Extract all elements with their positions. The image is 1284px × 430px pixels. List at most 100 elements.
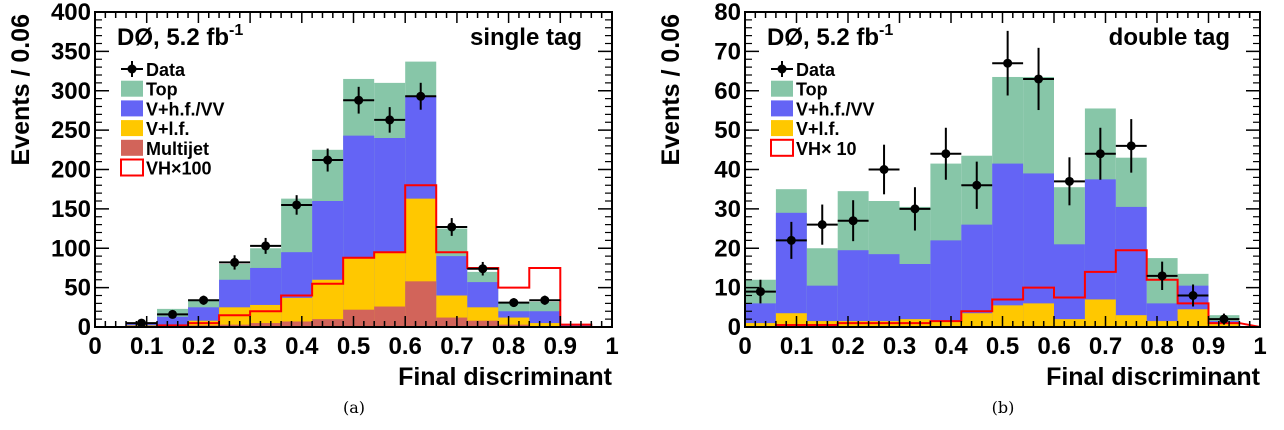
data-point-marker xyxy=(910,204,920,214)
stack-bar-v-h-f-vv-bin-2 xyxy=(806,285,838,327)
x-tick-label: 0.6 xyxy=(1037,333,1070,360)
data-point-12 xyxy=(498,298,530,308)
data-point-marker xyxy=(1034,74,1044,84)
y-tick-label: 350 xyxy=(51,38,91,65)
stack-bar-v-l-f--bin-14 xyxy=(1177,309,1209,327)
stack-bar-v-l-f--bin-14 xyxy=(529,323,561,327)
stack-bar-v-l-f--bin-10 xyxy=(1054,319,1085,327)
data-point-marker xyxy=(1188,291,1198,300)
stack-bar-v-l-f--bin-15 xyxy=(1208,323,1240,327)
stack-bar-v-l-f--bin-1 xyxy=(775,313,807,327)
data-point-2 xyxy=(188,295,220,305)
stack-bar-v-l-f--bin-7 xyxy=(961,313,993,327)
legend-label: Top xyxy=(796,80,828,100)
stack-bar-multijet-bin-13 xyxy=(498,324,530,327)
data-point-marker xyxy=(1095,149,1105,159)
panel-label: double tag xyxy=(1109,24,1230,51)
legend-entry-0: Data xyxy=(121,60,186,80)
y-tick-label: 0 xyxy=(78,314,91,341)
data-point-3 xyxy=(837,200,869,242)
legend-swatch xyxy=(771,120,793,137)
data-point-marker xyxy=(941,149,951,159)
stack-bar-v-h-f-vv-bin-0 xyxy=(745,303,776,327)
x-tick-label: 0.8 xyxy=(1140,333,1173,360)
data-point-marker xyxy=(848,216,858,226)
y-tick-label: 250 xyxy=(51,117,91,144)
y-tick-label: 20 xyxy=(714,235,741,262)
data-point-marker xyxy=(509,298,519,308)
x-tick-label: 0.7 xyxy=(440,333,473,360)
data-point-marker xyxy=(1219,314,1229,324)
x-tick-label: 0 xyxy=(88,333,101,360)
legend-line-swatch xyxy=(770,138,794,157)
stack-bar-v-h-f-vv-bin-10 xyxy=(1054,244,1085,327)
data-point-7 xyxy=(961,161,993,209)
data-point-10 xyxy=(1054,157,1085,206)
y-tick-label: 30 xyxy=(714,196,741,223)
y-tick-label: 60 xyxy=(714,78,741,105)
data-point-13 xyxy=(1146,261,1178,290)
legend-line-swatch xyxy=(120,158,144,177)
legend-swatch xyxy=(121,80,143,97)
data-point-marker xyxy=(447,222,457,232)
stack-bar-v-h-f-vv-bin-12 xyxy=(1115,206,1147,327)
y-axis-title: Events / 0.06 xyxy=(657,14,685,165)
data-point-8 xyxy=(992,30,1024,96)
x-tick-label: 0.2 xyxy=(831,333,864,360)
stack-bar-v-l-f--bin-9 xyxy=(1023,303,1054,327)
y-tick-label: 150 xyxy=(51,196,91,223)
legend-entry-1: Top xyxy=(121,80,178,100)
sub-caption: (a) xyxy=(343,398,365,417)
legend-label: V+l.f. xyxy=(796,119,840,139)
stack-bar-v-l-f--bin-13 xyxy=(1146,321,1178,327)
data-point-marker xyxy=(817,220,827,230)
data-point-marker xyxy=(416,91,426,101)
stack-bar-multijet-bin-7 xyxy=(312,319,344,327)
y-tick-label: 0 xyxy=(728,314,741,341)
data-point-5 xyxy=(281,195,313,215)
chart-panel-1: 0 0.1 0.2 0.3 0.4 0.5 0.6 0.7 0.8 0.9 1 0 50 100 150 20… xyxy=(7,0,619,417)
data-point-6 xyxy=(312,148,344,172)
x-axis-title: Final discriminant xyxy=(398,363,613,391)
y-tick-label: 10 xyxy=(714,275,741,302)
stack-bar-v-l-f--bin-0 xyxy=(745,323,776,327)
legend-label: Data xyxy=(146,60,186,80)
legend-label: VH× 10 xyxy=(796,139,857,159)
x-tick-label: 0.5 xyxy=(337,333,370,360)
stack-bar-v-h-f-vv-bin-5 xyxy=(899,264,931,327)
stack-bar-multijet-bin-9 xyxy=(374,306,406,327)
x-tick-label: 0 xyxy=(738,333,751,360)
legend-marker-dot xyxy=(127,64,137,74)
data-point-marker xyxy=(354,95,364,105)
data-point-marker xyxy=(540,295,550,305)
sub-caption: (b) xyxy=(992,398,1015,417)
data-point-3 xyxy=(219,255,251,270)
legend-entry-4: VH× 10 xyxy=(770,138,857,159)
y-tick-label: 200 xyxy=(51,157,91,184)
stack-bar-v-l-f--bin-13 xyxy=(498,317,530,327)
stack-bar-v-h-f-vv-bin-6 xyxy=(930,240,962,327)
legend-entry-3: V+l.f. xyxy=(121,119,190,139)
stack-bar-v-l-f--bin-6 xyxy=(930,321,962,327)
y-tick-label: 80 xyxy=(714,0,741,26)
data-point-10 xyxy=(436,218,468,236)
data-point-12 xyxy=(1115,119,1147,173)
data-point-marker xyxy=(972,180,982,190)
x-tick-label: 0.3 xyxy=(233,333,266,360)
x-tick-label: 0.8 xyxy=(492,333,525,360)
experiment-label-superscript: -1 xyxy=(879,22,893,39)
y-tick-label: 40 xyxy=(714,157,741,184)
stack-bar-multijet-bin-12 xyxy=(467,320,499,327)
experiment-label-text: DØ, 5.2 fb xyxy=(117,24,229,51)
experiment-label-text: DØ, 5.2 fb xyxy=(767,24,879,51)
data-point-marker xyxy=(786,235,796,245)
data-point-marker xyxy=(199,295,209,305)
legend-label: V+h.f./VV xyxy=(796,99,875,119)
data-point-13 xyxy=(529,295,561,305)
data-point-marker xyxy=(323,155,333,165)
stack-bar-multijet-bin-11 xyxy=(436,317,468,327)
y-tick-label: 50 xyxy=(64,275,91,302)
legend-label: VH×100 xyxy=(146,159,212,179)
stack-bar-multijet-bin-5 xyxy=(250,323,282,327)
